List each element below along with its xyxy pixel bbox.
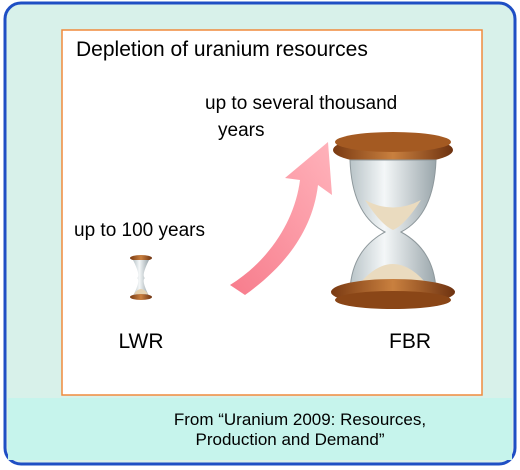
source-line: From “Uranium 2009: Resources, [174, 410, 426, 429]
diagram: Depletion of uranium resources up to sev… [0, 0, 520, 470]
source-line: Production and Demand” [195, 430, 384, 449]
fbr-label: FBR [389, 330, 431, 353]
source-band [8, 398, 512, 460]
long-label-line: years [218, 120, 264, 141]
lwr-label: LWR [118, 330, 163, 353]
panel-title: Depletion of uranium resources [76, 38, 368, 61]
short-label: up to 100 years [74, 220, 205, 241]
page: {"title": "Depletion of uranium resource… [0, 0, 520, 470]
long-label-line: up to several thousand [205, 93, 397, 114]
